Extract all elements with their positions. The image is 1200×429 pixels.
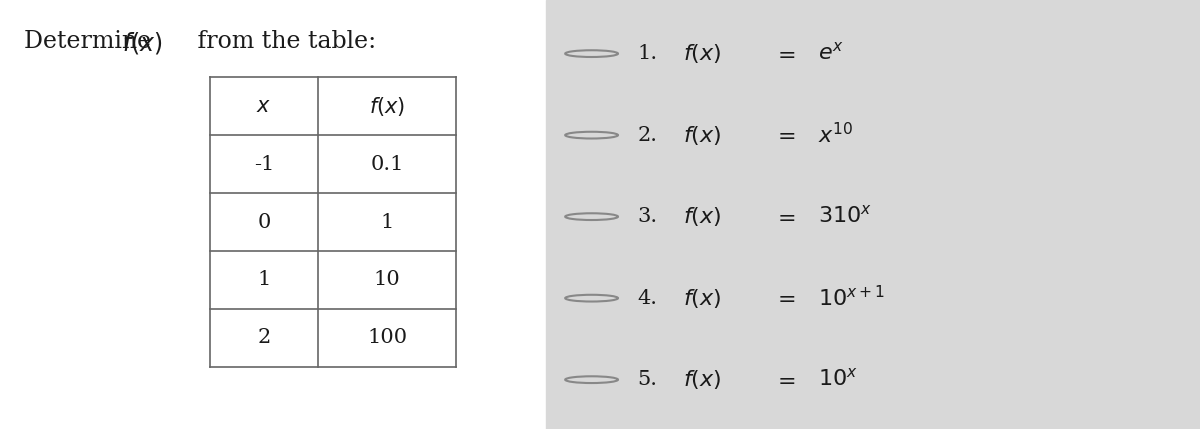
Text: 0.1: 0.1: [371, 154, 403, 174]
Text: 2.: 2.: [637, 126, 658, 145]
Text: $=$: $=$: [773, 42, 796, 65]
Text: $=$: $=$: [773, 205, 796, 228]
Text: $f(x)$: $f(x)$: [683, 205, 721, 228]
Text: 10: 10: [373, 270, 401, 290]
Bar: [0, 0, 546, 429]
Text: $f(x)$: $f(x)$: [683, 368, 721, 391]
Text: 1: 1: [380, 212, 394, 232]
Text: $310^{x}$: $310^{x}$: [818, 205, 872, 228]
Text: $=$: $=$: [773, 287, 796, 309]
Text: $f(x)$: $f(x)$: [683, 287, 721, 310]
Text: $x^{10}$: $x^{10}$: [818, 123, 853, 148]
Text: 3.: 3.: [637, 207, 658, 226]
Text: $f(x)$: $f(x)$: [683, 124, 721, 147]
Text: 2: 2: [257, 328, 271, 347]
Text: -1: -1: [254, 154, 274, 174]
Ellipse shape: [565, 132, 618, 139]
Ellipse shape: [565, 295, 618, 302]
Text: 1.: 1.: [637, 44, 658, 63]
Text: 5.: 5.: [637, 370, 658, 389]
Text: 0: 0: [257, 212, 271, 232]
Text: $10^{x+1}$: $10^{x+1}$: [818, 286, 886, 311]
Text: $f(x)$: $f(x)$: [368, 95, 406, 118]
Text: $f(x)$: $f(x)$: [122, 30, 163, 56]
Text: $=$: $=$: [773, 124, 796, 146]
Text: $=$: $=$: [773, 369, 796, 391]
Text: $f(x)$: $f(x)$: [683, 42, 721, 65]
Text: Determine: Determine: [24, 30, 158, 53]
Ellipse shape: [565, 50, 618, 57]
Text: 100: 100: [367, 328, 407, 347]
Text: $x$: $x$: [257, 96, 271, 116]
Text: $e^{x}$: $e^{x}$: [818, 42, 845, 65]
Text: 4.: 4.: [637, 289, 658, 308]
Text: 1: 1: [257, 270, 271, 290]
Text: $10^{x}$: $10^{x}$: [818, 369, 858, 391]
Ellipse shape: [565, 376, 618, 383]
Ellipse shape: [565, 213, 618, 220]
Bar: [546, 0, 1200, 429]
Text: from the table:: from the table:: [190, 30, 376, 53]
